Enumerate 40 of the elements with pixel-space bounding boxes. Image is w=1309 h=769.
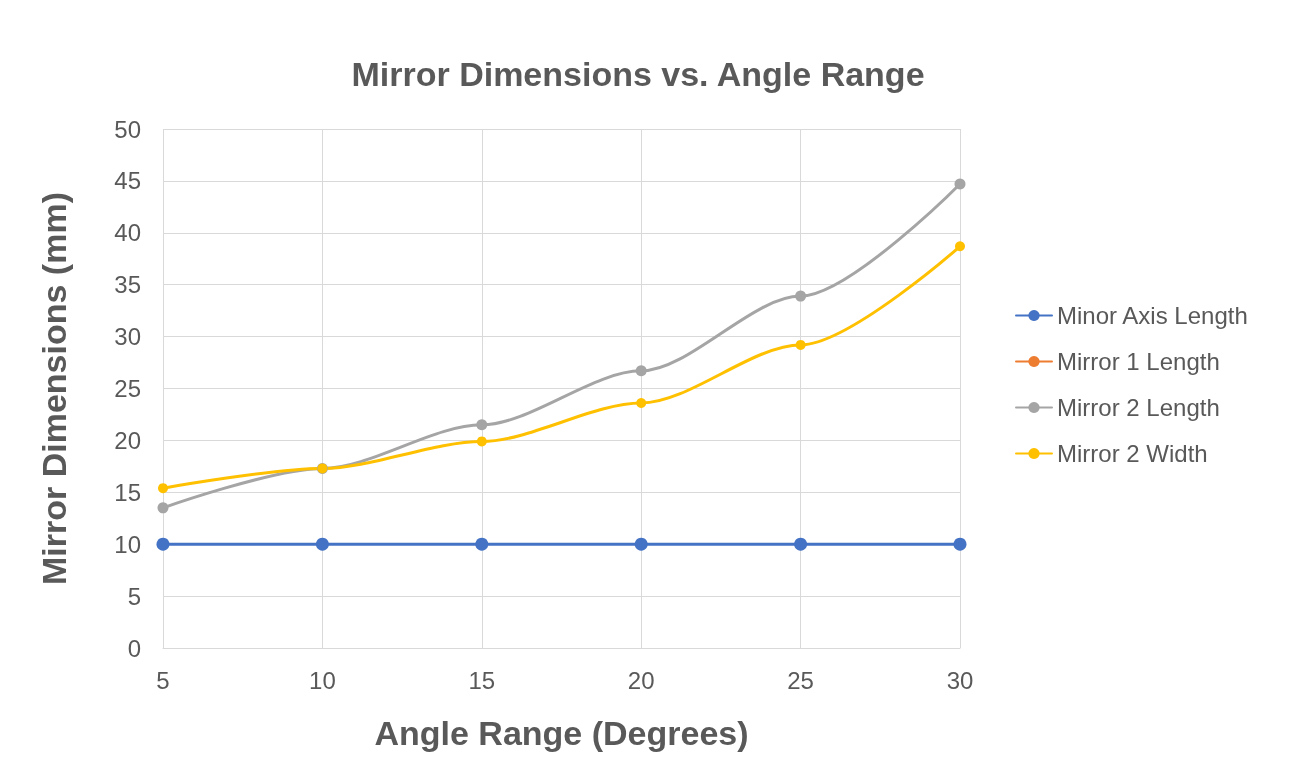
legend-label: Mirror 1 Length [1057,348,1220,375]
point [156,537,170,551]
y-tick-label: 40 [114,219,141,247]
x-tick-label: 25 [787,666,814,694]
point [315,537,329,551]
point [953,537,967,551]
y-tick-label: 50 [114,115,141,143]
x-tick-label: 15 [468,666,496,694]
x-tick-label: 5 [156,666,170,694]
point [795,339,806,350]
x-axis-title: Angle Range (Degrees) [374,714,749,752]
point [795,290,807,302]
y-tick-label: 30 [114,323,141,351]
y-tick-label: 5 [127,582,141,610]
x-tick-label: 20 [627,666,655,694]
point [794,537,808,551]
point [635,365,647,377]
y-tick-label: 45 [114,167,141,195]
y-axis-title: Mirror Dimensions (mm) [35,192,73,585]
y-tick-label: 20 [114,426,141,454]
legend-label: Mirror 2 Width [1057,440,1208,467]
y-tick-label: 15 [114,478,141,506]
point [157,502,169,514]
point [634,537,648,551]
x-tick-label: 10 [309,666,336,694]
legend-label: Mirror 2 Length [1057,394,1220,421]
point [476,419,488,431]
point [636,398,647,409]
y-tick-label: 35 [114,271,141,299]
legend-label: Minor Axis Length [1057,302,1248,329]
y-tick-label: 25 [114,375,141,402]
point [954,178,966,190]
point [158,483,168,494]
point [955,241,965,252]
chart-title: Mirror Dimensions vs. Angle Range [351,55,925,93]
point [476,436,487,447]
y-tick-label: 10 [114,530,141,558]
point [475,537,489,551]
y-tick-label: 0 [127,634,141,662]
x-tick-label: 30 [946,666,974,694]
